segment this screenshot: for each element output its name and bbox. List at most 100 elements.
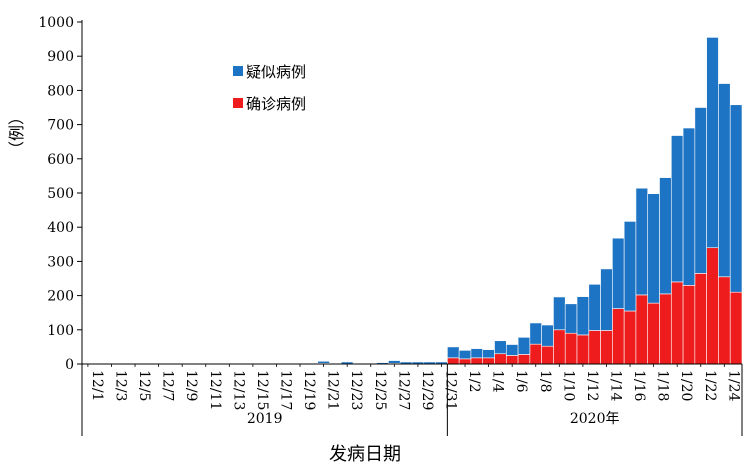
x-tick-label-12-5: 12/5 [136, 370, 152, 401]
bar-confirmed-1-20 [670, 281, 684, 365]
legend-swatch-confirmed [233, 98, 243, 108]
y-tick-label-300: 300 [47, 254, 74, 270]
x-group-label-0: 2019 [247, 411, 283, 427]
ticks-layer: 0 100 200 300 400 500 600 700 800 900 1000 12/1 12/3… [38, 15, 741, 410]
bar-suspected-1-19 [659, 177, 672, 295]
x-tick-label-12-15: 12/15 [254, 370, 270, 410]
x-tick-label-1-22: 1/22 [702, 370, 718, 401]
bar-suspected-12-21 [317, 360, 330, 364]
bar-confirmed-1-5 [494, 353, 507, 365]
bar-confirmed-1-3 [470, 357, 484, 365]
bar-suspected-1-4 [482, 349, 495, 359]
bar-confirmed-1-16 [623, 310, 637, 365]
x-tick-label-1-24: 1/24 [725, 370, 741, 402]
bar-suspected-1-7 [517, 337, 531, 355]
axes-layer [81, 20, 742, 365]
bar-suspected-1-23 [706, 37, 719, 249]
bar-confirmed-1-13 [588, 330, 601, 365]
x-group-label-1: 2020年 [570, 411, 620, 427]
y-tick-label-900: 900 [47, 49, 74, 65]
bar-suspected-1-12 [576, 296, 590, 336]
x-tick-label-12-23: 12/23 [348, 370, 364, 410]
x-tick-label-12-7: 12/7 [160, 370, 176, 401]
bar-confirmed-1-1 [447, 357, 460, 365]
x-tick-label-1-10: 1/10 [560, 370, 576, 401]
x-tick-label-1-8: 1/8 [537, 370, 553, 393]
x-tick-label-12-1: 12/1 [89, 370, 105, 401]
y-tick-label-400: 400 [47, 220, 74, 236]
bar-suspected-1-5 [494, 340, 507, 355]
bar-suspected-1-11 [564, 303, 578, 334]
bar-confirmed-1-12 [576, 334, 590, 365]
bar-suspected-1-20 [670, 135, 684, 283]
bar-confirmed-1-22 [694, 273, 707, 365]
bar-suspected-1-24 [718, 83, 731, 278]
x-tick-label-1-14: 1/14 [607, 370, 623, 402]
x-tick-label-1-18: 1/18 [655, 370, 671, 401]
y-tick-label-200: 200 [47, 289, 74, 305]
bar-confirmed-1-17 [635, 294, 649, 365]
x-tick-label-12-25: 12/25 [372, 370, 388, 410]
x-tick-label-1-4: 1/4 [490, 370, 506, 393]
bar-confirmed-1-2 [458, 358, 472, 365]
x-tick-label-1-20: 1/20 [678, 370, 694, 401]
x-tick-label-1-6: 1/6 [513, 370, 529, 393]
bar-suspected-1-3 [470, 348, 484, 359]
bar-confirmed-1-4 [482, 357, 495, 365]
y-tick-label-800: 800 [47, 83, 74, 99]
legend-swatch-suspected [233, 66, 243, 76]
y-tick-label-600: 600 [47, 152, 74, 168]
bar-confirmed-1-24 [718, 276, 731, 365]
bar-confirmed-1-25 [729, 291, 743, 365]
bar-confirmed-1-15 [612, 308, 625, 365]
bar-confirmed-1-9 [541, 345, 554, 365]
x-tick-label-1-2: 1/2 [466, 370, 482, 393]
bar-confirmed-1-23 [706, 247, 719, 365]
bar-suspected-1-22 [694, 107, 707, 274]
bar-confirmed-1-18 [647, 302, 660, 365]
bar-confirmed-1-10 [553, 329, 566, 365]
bar-suspected-1-13 [588, 284, 601, 331]
x-tick-label-12-29: 12/29 [419, 370, 435, 410]
legend: 疑似病例 确诊病例 [233, 63, 306, 113]
x-tick-label-1-16: 1/16 [631, 370, 647, 402]
x-axis-groups: 2019 2020年 [81, 364, 743, 436]
y-tick-label-1000: 1000 [38, 15, 74, 31]
x-axis-label: 发病日期 [329, 444, 401, 465]
bar-confirmed-1-11 [564, 332, 578, 365]
bar-suspected-1-14 [600, 268, 613, 331]
bar-suspected-1-18 [647, 193, 660, 304]
bar-suspected-1-21 [682, 127, 696, 286]
legend-label-suspected: 疑似病例 [246, 63, 306, 81]
bar-confirmed-1-19 [659, 293, 672, 365]
x-tick-label-12-3: 12/3 [112, 370, 128, 401]
bar-suspected-1-8 [529, 322, 542, 345]
bar-confirmed-1-21 [682, 285, 696, 365]
x-tick-label-12-13: 12/13 [230, 370, 246, 410]
bar-confirmed-1-14 [600, 330, 613, 365]
bar-suspected-1-15 [612, 237, 625, 309]
bar-suspected-1-2 [458, 350, 472, 360]
y-tick-label-100: 100 [47, 323, 74, 339]
bar-suspected-1-10 [553, 296, 566, 331]
x-tick-label-12-11: 12/11 [207, 370, 223, 410]
bar-suspected-1-16 [623, 221, 637, 312]
y-tick-label-500: 500 [47, 186, 74, 202]
bar-confirmed-1-6 [505, 355, 519, 365]
x-tick-label-12-31: 12/31 [442, 370, 458, 410]
bar-suspected-1-17 [635, 187, 649, 296]
y-tick-label-700: 700 [47, 118, 74, 134]
bar-suspected-12-27 [388, 360, 401, 364]
x-tick-label-12-27: 12/27 [395, 370, 411, 410]
y-tick-label-0: 0 [65, 357, 74, 373]
x-tick-label-1-12: 1/12 [584, 370, 600, 401]
bar-suspected-1-6 [505, 344, 519, 356]
bar-confirmed-1-8 [529, 343, 542, 365]
x-tick-label-12-21: 12/21 [325, 370, 341, 410]
bar-suspected-1-9 [541, 324, 554, 347]
bar-suspected-1-1 [447, 346, 460, 359]
bar-confirmed-1-7 [517, 354, 531, 365]
legend-label-confirmed: 确诊病例 [246, 95, 306, 113]
bars-layer [81, 37, 743, 365]
